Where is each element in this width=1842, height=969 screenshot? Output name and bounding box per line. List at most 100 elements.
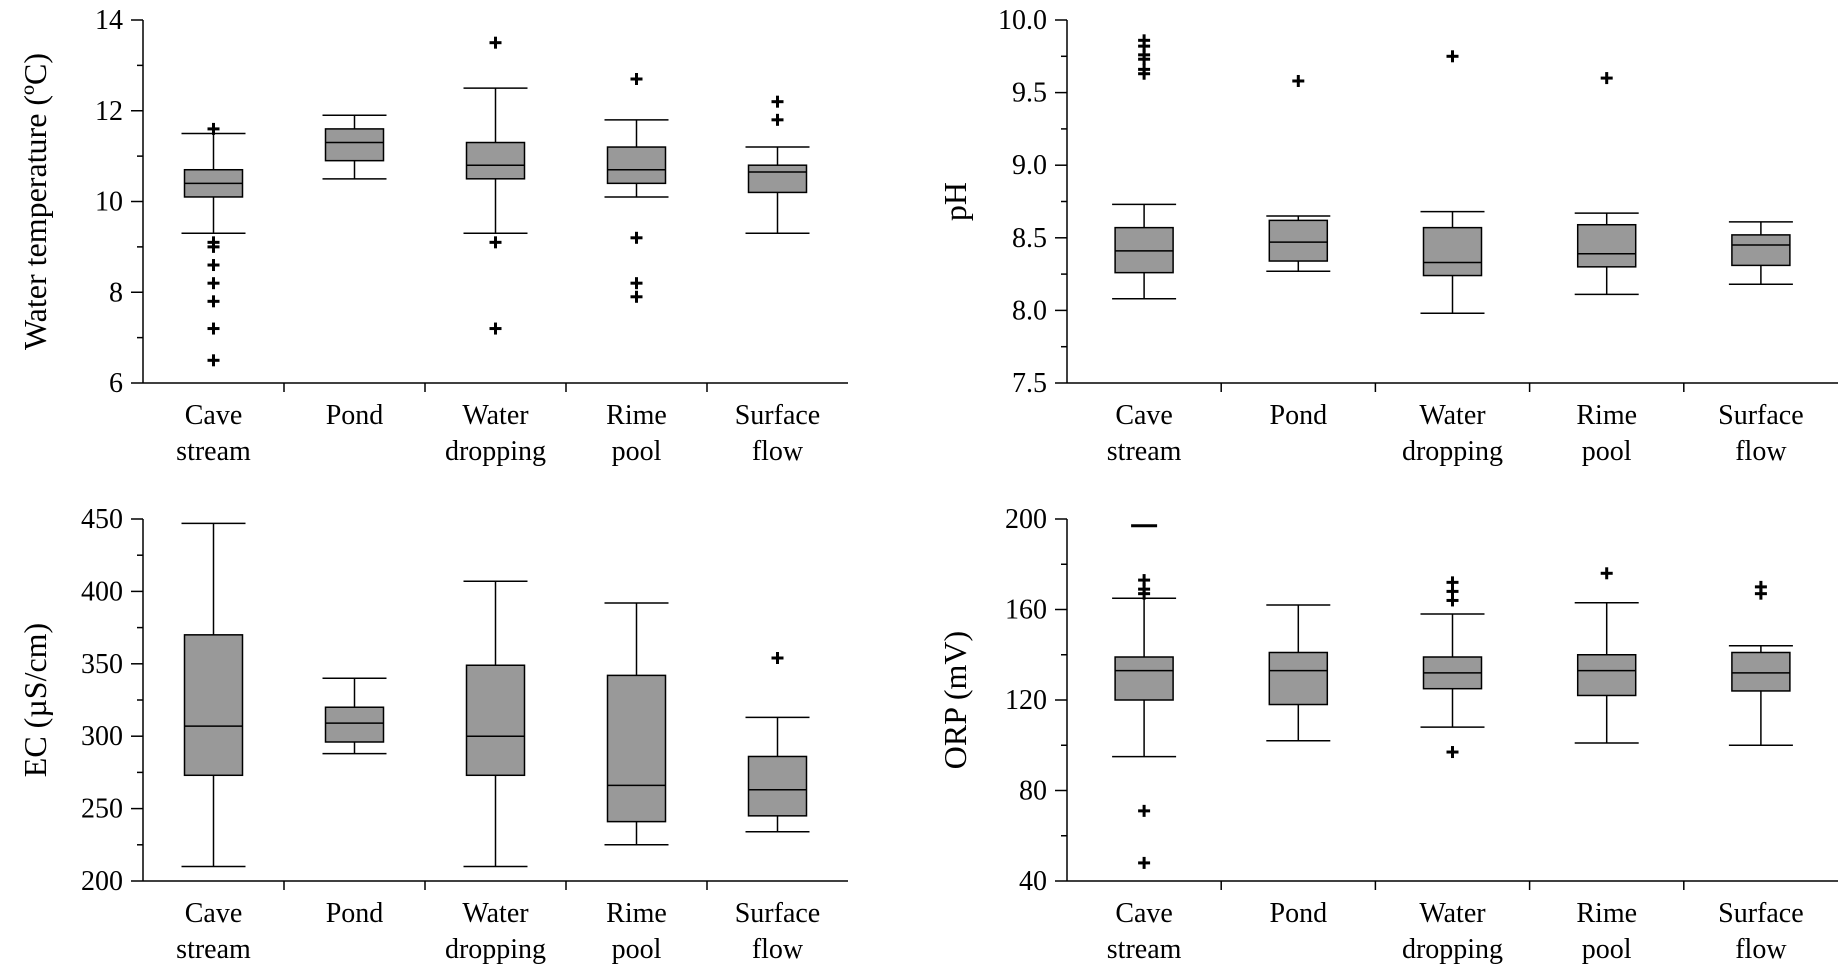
x-tick-label: Rime [1576, 400, 1637, 431]
iqr-box [1731, 651, 1791, 692]
outlier-point [207, 122, 220, 135]
x-tick-label: Cave [185, 898, 243, 929]
x-tick-label: pool [1582, 934, 1632, 965]
outlier-point [1138, 856, 1151, 869]
iqr-box [1268, 651, 1329, 706]
x-tick-label: flow [752, 934, 804, 965]
x-tick-label: dropping [445, 436, 546, 467]
x-tick-label: Water [1419, 898, 1486, 929]
box-group [1112, 34, 1177, 300]
y-tick-label: 40 [1019, 866, 1047, 897]
box-group [1728, 580, 1793, 746]
box-group [463, 580, 528, 868]
x-tick-label: pool [612, 436, 662, 467]
x-tick-label: stream [176, 934, 251, 965]
box-group [1420, 50, 1485, 315]
outlier-point [771, 95, 784, 108]
x-tick-label: pool [612, 934, 662, 965]
outlier-point [207, 259, 220, 272]
x-tick-label: Pond [326, 898, 384, 929]
iqr-box [324, 128, 385, 162]
outlier-point [1754, 587, 1767, 600]
x-tick-label: flow [1735, 934, 1787, 965]
outlier-point [771, 113, 784, 126]
outlier-point [207, 322, 220, 335]
y-tick-label: 9.0 [1012, 150, 1047, 181]
iqr-box [606, 146, 667, 185]
x-tick-label: dropping [1402, 436, 1503, 467]
box-group [1266, 604, 1331, 742]
y-tick-label: 200 [1005, 504, 1047, 535]
outlier-point [207, 354, 220, 367]
y-axis-label: Water temperature (ºC) [17, 53, 53, 350]
iqr-box [465, 664, 526, 777]
box-group [322, 114, 387, 180]
x-tick-label: Rime [606, 400, 667, 431]
y-tick-label: 6 [109, 368, 123, 399]
x-tick-label: dropping [445, 934, 546, 965]
x-tick-label: stream [1107, 934, 1182, 965]
x-tick-label: Water [1419, 400, 1486, 431]
y-tick-label: 400 [81, 576, 123, 607]
iqr-box [183, 634, 244, 777]
y-tick-label: 200 [81, 866, 123, 897]
box-group [181, 122, 246, 367]
outlier-point [1600, 72, 1613, 85]
x-tick-label: Rime [1576, 898, 1637, 929]
y-tick-label: 12 [95, 96, 123, 127]
outlier-point [1138, 804, 1151, 817]
chart-panel-3: 200 250 300 350 400 450 EC (µS/cm) Cave stream Po… [17, 504, 848, 965]
box-group [1112, 524, 1177, 869]
box-group [1728, 221, 1793, 286]
outlier-point [1138, 587, 1151, 600]
y-tick-label: 80 [1019, 776, 1047, 807]
y-axis-label: ORP (mV) [937, 631, 973, 769]
outlier-point [630, 290, 643, 303]
box-group [745, 95, 810, 235]
box-group [604, 602, 669, 846]
y-tick-label: 10 [95, 187, 123, 218]
box-group [745, 652, 810, 833]
outlier-point [630, 231, 643, 244]
x-tick-label: flow [1735, 436, 1787, 467]
x-tick-label: Water [462, 400, 529, 431]
iqr-box [1576, 223, 1637, 268]
x-tick-label: stream [176, 436, 251, 467]
chart-panel-1: 6 8 10 12 14 Water temperature (ºC) Cave stream… [17, 5, 848, 467]
box-group [181, 522, 246, 868]
outlier-point [1138, 53, 1151, 66]
iqr-box [606, 674, 667, 823]
box-group [1420, 576, 1485, 759]
outlier-point [630, 277, 643, 290]
y-tick-label: 7.5 [1012, 368, 1047, 399]
y-tick-label: 8.0 [1012, 295, 1047, 326]
iqr-box [1731, 234, 1791, 267]
outlier-point [207, 277, 220, 290]
outlier-point [207, 240, 220, 253]
outlier-point [489, 236, 502, 249]
y-tick-label: 9.5 [1012, 78, 1047, 109]
y-tick-label: 10.0 [998, 5, 1047, 36]
outlier-point [1138, 67, 1151, 80]
x-tick-label: Surface [735, 898, 821, 929]
outlier-point [1600, 567, 1613, 580]
x-tick-label: Surface [1718, 898, 1804, 929]
y-tick-label: 300 [81, 721, 123, 752]
x-tick-label: Pond [326, 400, 384, 431]
y-tick-label: 8 [109, 277, 123, 308]
box-group [1574, 72, 1639, 296]
iqr-box [1576, 654, 1637, 697]
box-group [1574, 567, 1639, 744]
y-tick-label: 350 [81, 649, 123, 680]
outlier-point [207, 295, 220, 308]
outlier-point [489, 36, 502, 49]
x-tick-label: Rime [606, 898, 667, 929]
y-tick-label: 8.5 [1012, 223, 1047, 254]
x-tick-label: pool [1582, 436, 1632, 467]
x-tick-label: Cave [1115, 898, 1173, 929]
y-tick-label: 120 [1005, 685, 1047, 716]
outlier-point [1292, 74, 1305, 87]
box-group [322, 677, 387, 755]
iqr-box [1268, 219, 1329, 262]
